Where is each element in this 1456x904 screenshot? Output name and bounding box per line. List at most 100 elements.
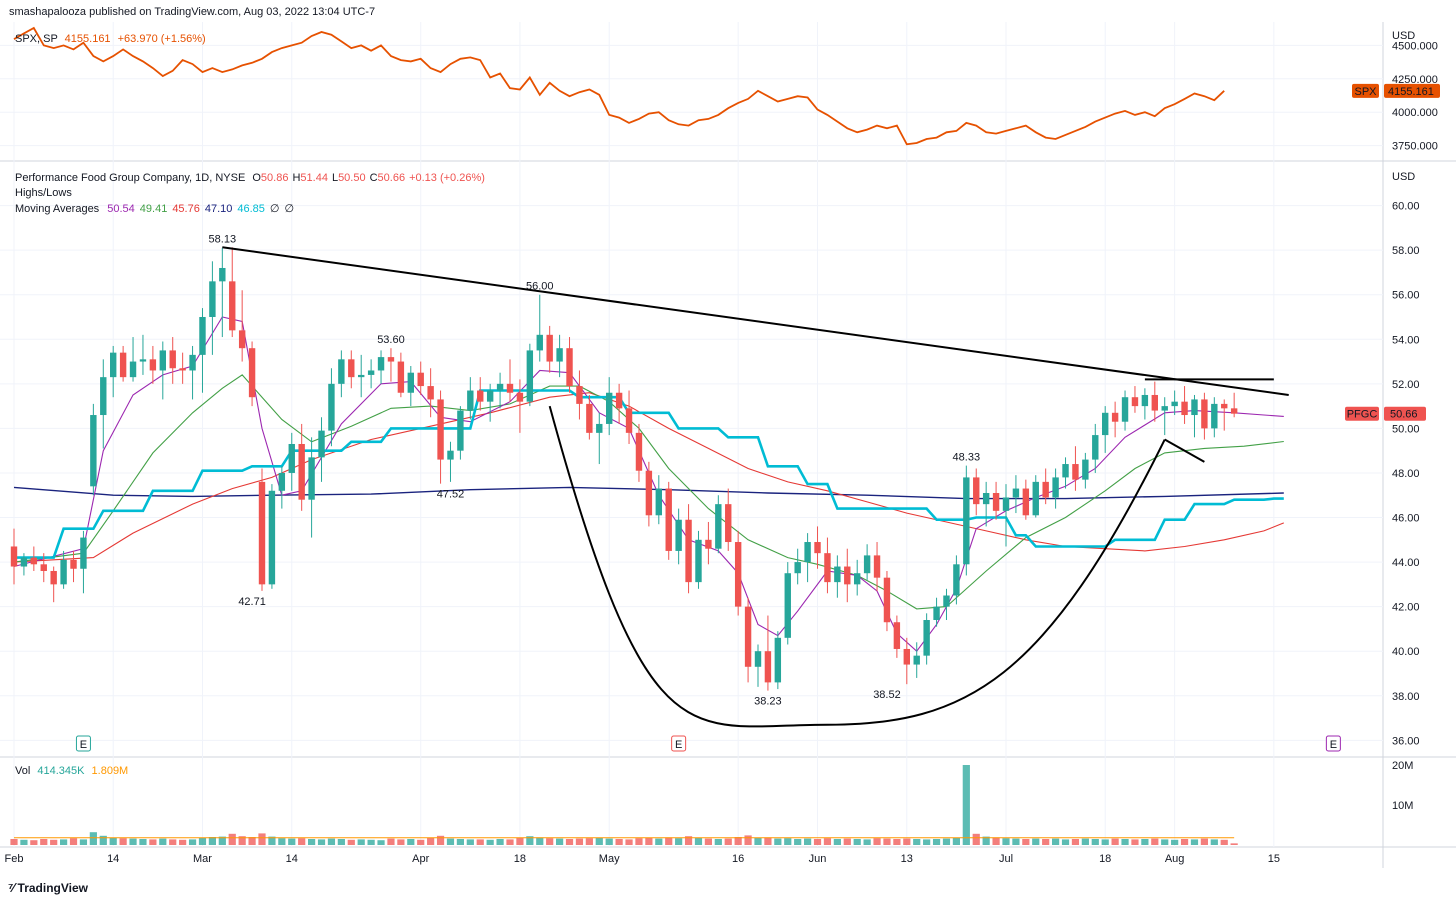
volume-bar <box>883 838 891 845</box>
volume-bar <box>556 838 564 845</box>
volume-bar <box>69 838 78 845</box>
publisher-line: smashapalooza published on TradingView.c… <box>9 6 376 18</box>
pfgc-badge-label-bg <box>1345 406 1379 421</box>
candle-body <box>814 542 821 554</box>
high-low-label: 48.33 <box>953 452 981 464</box>
tradingview-brand-label: TradingView <box>17 880 89 895</box>
volume-bar <box>1180 839 1189 845</box>
candle <box>943 588 950 621</box>
volume-bar <box>278 838 286 845</box>
resistance-trendline[interactable] <box>222 246 1289 396</box>
candle-body <box>496 383 504 391</box>
candle-body <box>883 577 891 623</box>
volume-bar <box>40 839 48 845</box>
candle-body <box>824 553 831 583</box>
volume-bar <box>407 839 415 845</box>
time-tick-label: 14 <box>286 853 298 865</box>
volume-bar <box>1012 838 1020 845</box>
tradingview-brand[interactable]: ⁷⁄ TradingView <box>8 880 88 895</box>
volume-bar <box>476 839 484 845</box>
volume-bar <box>506 839 514 845</box>
volume-bar <box>823 838 832 845</box>
ohlc-change: +0.13 (+0.26%) <box>409 172 485 184</box>
candle-body <box>913 655 920 665</box>
candle-body <box>1032 481 1039 516</box>
candle <box>1062 457 1069 489</box>
candle-body <box>1151 394 1158 411</box>
earnings-marker[interactable]: E <box>75 735 91 752</box>
volume-bar <box>1171 839 1179 845</box>
volume-bar <box>992 837 1000 845</box>
candle <box>576 370 583 420</box>
candle <box>288 432 295 491</box>
candle-body <box>1012 488 1020 498</box>
spx-legend: SPX, SP 4155.161 +63.970 (+1.56%) <box>15 33 206 45</box>
candle-body <box>1102 412 1109 436</box>
candle-body <box>1230 408 1238 414</box>
volume-bar <box>268 836 276 845</box>
candle <box>982 481 990 527</box>
ma-legend-value: 47.10 <box>205 203 233 215</box>
candle <box>258 468 266 591</box>
candle <box>685 504 692 594</box>
volume-bar <box>367 839 375 845</box>
candle-body <box>447 450 454 460</box>
volume-bar <box>625 839 633 845</box>
grid-lines <box>0 22 1383 847</box>
time-tick-label: Jul <box>999 853 1013 865</box>
candle <box>1102 406 1109 453</box>
volume-bar <box>1101 839 1109 845</box>
volume-legend-value2: 1.809M <box>92 765 129 777</box>
earnings-marker[interactable]: E <box>1325 735 1341 752</box>
price-legend: Performance Food Group Company, 1D, NYSE… <box>15 172 485 184</box>
candle-body <box>90 415 97 487</box>
pfgc-badge-value: 50.66 <box>1390 409 1418 421</box>
candle-body <box>179 368 186 371</box>
candle <box>298 423 305 511</box>
price-pane: 58.13 42.71 53.60 47.52 56.00 38.23 38.52 48.33… <box>10 171 1426 752</box>
candle <box>486 383 494 422</box>
candle <box>695 530 702 589</box>
volume-bar <box>1210 839 1218 845</box>
candle <box>358 354 365 398</box>
earnings-marker[interactable]: E <box>671 735 687 752</box>
candle <box>526 343 534 407</box>
ohlc-value: 51.44 <box>300 172 328 184</box>
ma-legend-values: 50.54 49.41 45.76 47.10 46.85 ∅ ∅ <box>107 203 294 215</box>
candle-body <box>1141 394 1149 407</box>
candle-body <box>169 350 176 369</box>
price-legend-ohlc: O50.86 H51.44 L50.50 C50.66 +0.13 (+0.26%) <box>252 172 485 184</box>
candle-body <box>725 504 732 543</box>
price-tick-label: 48.00 <box>1392 468 1420 480</box>
volume-bar <box>704 838 712 845</box>
spx-badge-value: 4155.161 <box>1388 86 1434 98</box>
volume-bar <box>734 837 742 845</box>
price-tick-label: 38.00 <box>1392 691 1420 703</box>
candle <box>387 348 395 382</box>
volume-bar <box>526 836 534 845</box>
candle <box>506 359 514 402</box>
candle <box>1161 397 1168 436</box>
candle-body <box>1062 464 1069 478</box>
cup-curve[interactable] <box>548 405 1166 728</box>
candle-body <box>328 383 335 431</box>
volume-bar <box>1200 838 1208 845</box>
candle <box>1012 475 1020 514</box>
candle-body <box>119 352 127 378</box>
handle-line[interactable] <box>1164 438 1205 463</box>
high-low-label: 58.13 <box>209 233 237 245</box>
volume-bar <box>496 839 504 845</box>
volume-bar <box>89 832 97 845</box>
candle-body <box>923 620 930 656</box>
candle-body <box>1191 399 1198 416</box>
candle-body <box>893 622 901 649</box>
volume-bars <box>10 765 1238 845</box>
price-tick-label: 54.00 <box>1392 334 1420 346</box>
candle <box>615 383 623 424</box>
ma-line-step <box>14 389 1284 559</box>
time-tick-label: 14 <box>107 853 119 865</box>
volume-bar <box>79 839 88 845</box>
spx-tick-label: 4500.000 <box>1392 40 1438 52</box>
candle-body <box>358 374 365 378</box>
